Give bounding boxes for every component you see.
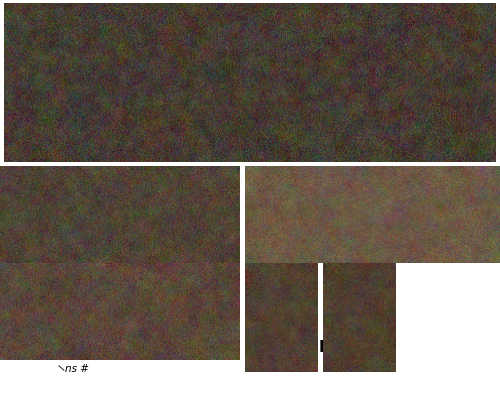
Text: ns #: ns # xyxy=(65,364,89,374)
Text: C: C xyxy=(245,260,256,275)
Text: prz: prz xyxy=(28,252,44,261)
Text: prz: prz xyxy=(249,127,266,137)
Text: F: F xyxy=(318,340,329,355)
Text: nc: nc xyxy=(293,339,306,349)
Text: prz: prz xyxy=(61,252,78,261)
Text: lr: lr xyxy=(130,280,137,290)
Text: A: A xyxy=(6,162,18,177)
Text: phf: phf xyxy=(342,179,359,189)
Text: cr ves: cr ves xyxy=(138,159,169,169)
Text: ns: ns xyxy=(121,151,133,161)
Text: prz: prz xyxy=(95,333,112,343)
Text: ns: ns xyxy=(98,252,110,261)
Text: D: D xyxy=(6,340,18,355)
Text: B: B xyxy=(6,260,18,275)
Text: vs: vs xyxy=(254,281,265,291)
Text: ns: ns xyxy=(268,9,280,19)
Text: E: E xyxy=(245,340,256,355)
Text: cr: cr xyxy=(35,159,45,169)
Text: ahf: ahf xyxy=(377,179,394,189)
Text: prz: prz xyxy=(164,111,180,121)
